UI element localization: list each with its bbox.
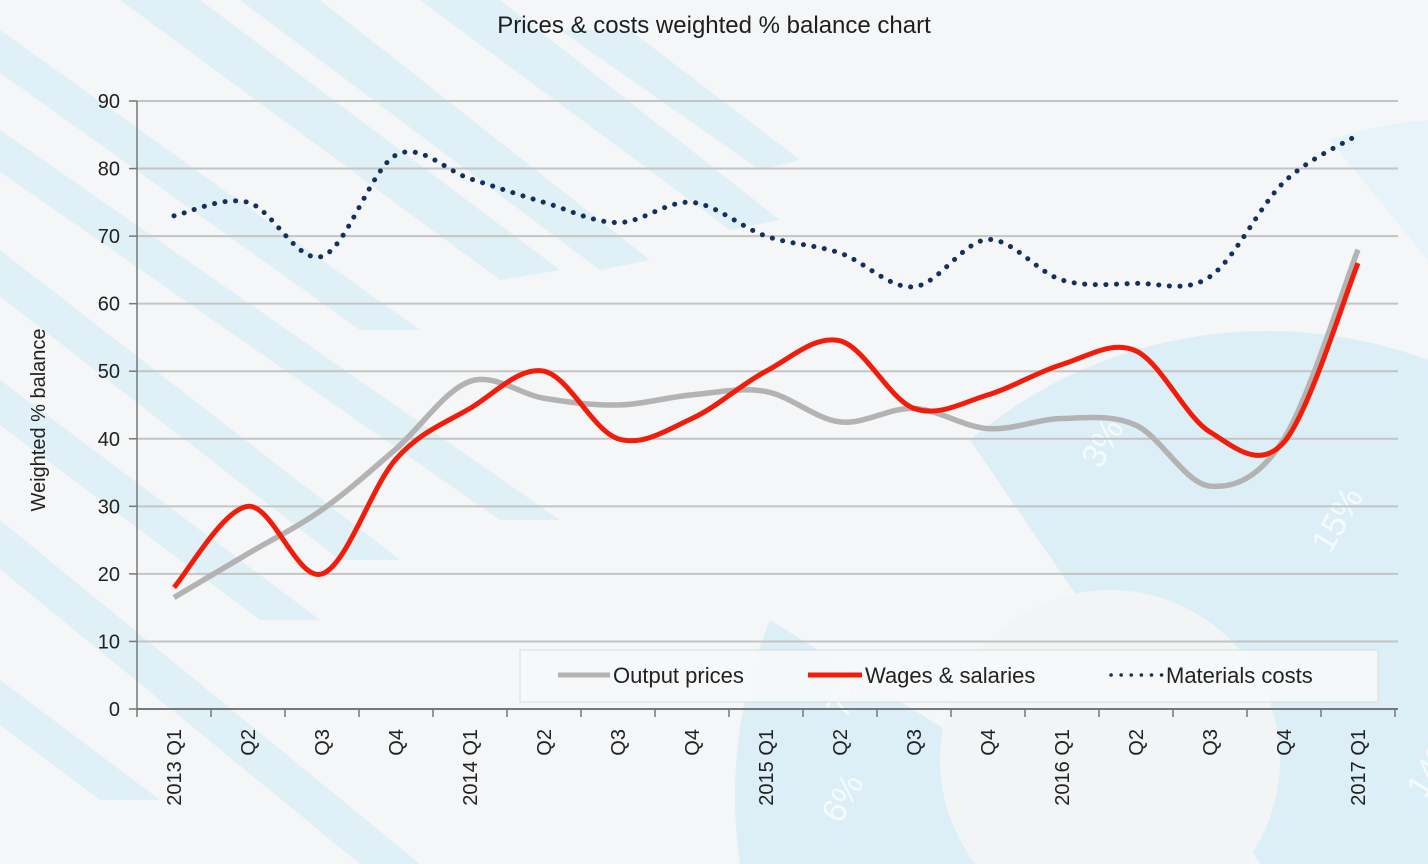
data-point — [468, 379, 472, 383]
legend-label-wages-salaries: Wages & salaries — [865, 663, 1035, 688]
x-tick-label: Q4 — [978, 729, 1000, 756]
data-point — [394, 447, 398, 451]
data-point — [468, 177, 472, 181]
data-point — [912, 406, 916, 410]
data-point — [246, 552, 250, 556]
data-point — [838, 420, 842, 424]
x-tick-label: Q2 — [238, 729, 260, 756]
x-tick-label: Q2 — [1126, 729, 1148, 756]
data-point — [1356, 261, 1360, 265]
series-output-prices — [172, 248, 1361, 600]
y-tick-label: 80 — [98, 159, 120, 181]
data-point — [1134, 281, 1138, 285]
data-point — [616, 437, 620, 441]
data-point — [172, 596, 176, 600]
data-point — [1356, 133, 1360, 137]
data-point — [394, 153, 398, 157]
y-axis: 0 10 20 30 40 50 60 70 80 90 — [98, 91, 138, 721]
data-point — [1282, 180, 1286, 184]
data-point — [1134, 349, 1138, 353]
y-tick-label: 30 — [98, 496, 120, 518]
legend-label-materials-costs: Materials costs — [1166, 663, 1313, 688]
data-point — [1356, 248, 1360, 252]
data-point — [1060, 362, 1064, 366]
x-tick-label: Q3 — [312, 729, 334, 756]
legend: Output prices Wages & salaries Materials… — [519, 649, 1379, 703]
x-tick-label: 2015 Q1 — [756, 729, 778, 806]
data-point — [912, 285, 916, 289]
data-point — [246, 504, 250, 508]
x-tick-label: 2014 Q1 — [460, 729, 482, 806]
data-point — [1208, 275, 1212, 279]
chart-title: Prices & costs weighted % balance chart — [497, 12, 931, 39]
data-point — [690, 200, 694, 204]
data-point — [838, 251, 842, 255]
x-tick-label: Q2 — [830, 729, 852, 756]
x-tick-label: Q3 — [904, 729, 926, 756]
data-point — [690, 393, 694, 397]
x-tick-label: Q3 — [1200, 729, 1222, 756]
x-tick-label: Q3 — [608, 729, 630, 756]
y-tick-label: 0 — [109, 699, 120, 721]
data-point — [986, 427, 990, 431]
x-tick-label: Q4 — [682, 729, 704, 756]
data-point — [1134, 423, 1138, 427]
x-tick-label: Q4 — [386, 729, 408, 756]
data-point — [394, 457, 398, 461]
data-point — [1060, 278, 1064, 282]
legend-label-output-prices: Output prices — [613, 663, 744, 688]
data-point — [542, 369, 546, 373]
y-tick-label: 70 — [98, 226, 120, 248]
legend-box — [519, 649, 1379, 703]
y-tick-label: 20 — [98, 564, 120, 586]
data-point — [690, 417, 694, 421]
series-line-output-prices — [172, 248, 1361, 600]
data-point — [1060, 417, 1064, 421]
y-axis-title: Weighted % balance — [28, 328, 50, 511]
data-point — [172, 214, 176, 218]
gridlines — [137, 100, 1398, 643]
data-point — [542, 200, 546, 204]
data-point — [542, 396, 546, 400]
data-point — [986, 237, 990, 241]
x-tick-label: 2013 Q1 — [164, 729, 186, 806]
data-point — [986, 393, 990, 397]
x-tick-label: 2017 Q1 — [1348, 729, 1370, 806]
data-point — [1208, 430, 1212, 434]
data-point — [1208, 484, 1212, 488]
data-point — [320, 572, 324, 576]
data-point — [616, 403, 620, 407]
data-point — [320, 254, 324, 258]
data-point — [764, 369, 768, 373]
x-tick-label: Q4 — [1274, 729, 1296, 756]
data-point — [320, 508, 324, 512]
y-tick-label: 90 — [98, 91, 120, 113]
data-point — [616, 221, 620, 225]
y-tick-label: 60 — [98, 294, 120, 316]
data-point — [468, 406, 472, 410]
data-point — [172, 585, 176, 589]
series-materials-costs — [171, 132, 1361, 290]
y-tick-label: 50 — [98, 361, 120, 383]
series-layer — [171, 132, 1361, 600]
x-tick-label: Q2 — [534, 729, 556, 756]
data-point — [764, 234, 768, 238]
data-point — [246, 200, 250, 204]
data-point — [838, 339, 842, 343]
y-tick-label: 40 — [98, 429, 120, 451]
series-line-wages-salaries — [172, 262, 1361, 590]
x-axis: 2013 Q1 Q2 Q3 Q4 2014 Q1 Q2 Q3 Q4 2015 Q1 Q2 Q3 Q4 2… — [136, 708, 1398, 806]
data-point — [764, 389, 768, 393]
data-point — [1282, 440, 1286, 444]
x-tick-label: 2016 Q1 — [1052, 729, 1074, 806]
y-tick-label: 10 — [98, 631, 120, 653]
series-line-materials-costs — [171, 132, 1361, 290]
series-wages-salaries — [172, 261, 1361, 590]
